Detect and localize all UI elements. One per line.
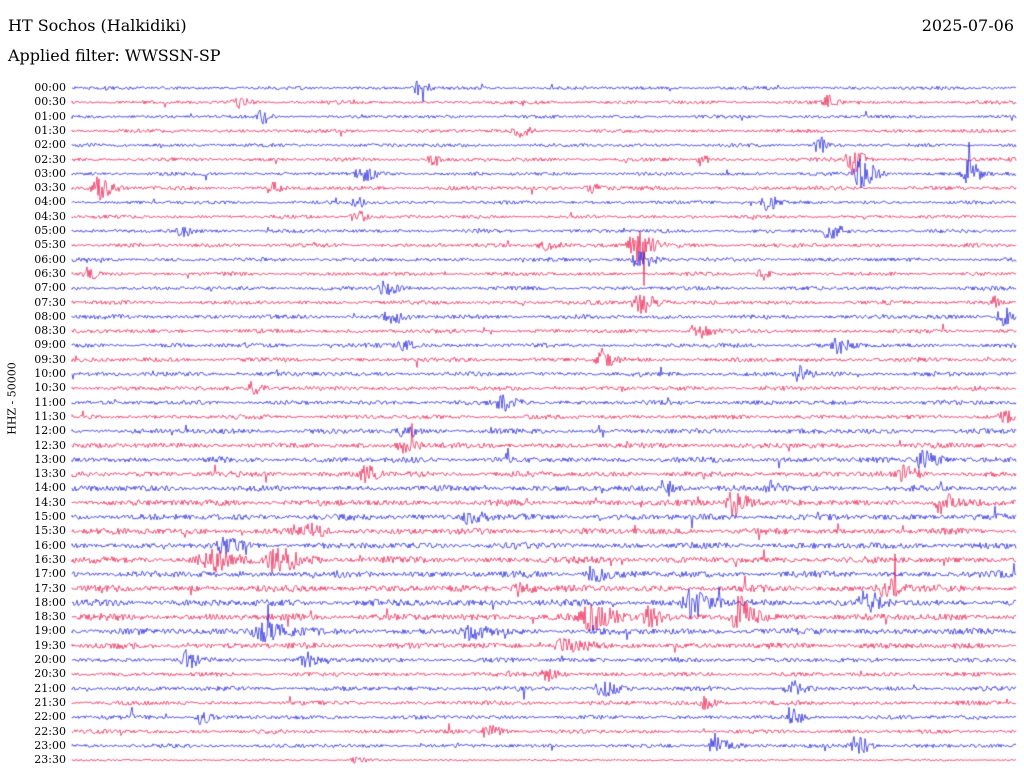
- time-label: 08:30: [34, 324, 66, 338]
- time-label: 02:30: [34, 152, 66, 166]
- time-label: 23:30: [34, 753, 66, 767]
- time-label: 16:00: [34, 538, 66, 552]
- time-label: 05:30: [34, 238, 66, 252]
- time-label: 17:30: [34, 581, 66, 595]
- time-label: 13:00: [34, 452, 66, 466]
- time-label: 08:00: [34, 309, 66, 323]
- time-label: 10:30: [34, 381, 66, 395]
- time-label: 15:00: [34, 510, 66, 523]
- time-label: 01:00: [34, 109, 66, 123]
- time-label: 21:00: [34, 681, 66, 695]
- time-label: 00:30: [34, 95, 66, 109]
- time-label: 15:30: [34, 524, 66, 538]
- time-label: 02:00: [34, 138, 66, 152]
- time-label: 14:00: [34, 481, 66, 495]
- time-label: 18:30: [34, 610, 66, 624]
- channel-scale-label: HHZ - 50000: [5, 362, 19, 435]
- time-label: 20:00: [34, 653, 66, 666]
- time-label: 19:00: [34, 624, 66, 638]
- time-label: 16:30: [34, 552, 66, 566]
- time-label: 21:30: [34, 695, 66, 709]
- time-label: 03:00: [34, 166, 66, 180]
- time-label: 00:00: [34, 81, 66, 94]
- time-label: 06:00: [34, 252, 66, 266]
- time-label: 12:30: [34, 438, 66, 452]
- time-label: 17:00: [34, 567, 66, 581]
- time-label: 03:30: [34, 181, 66, 195]
- time-label: 01:30: [34, 123, 66, 137]
- time-label: 11:00: [34, 395, 66, 409]
- time-label: 18:00: [34, 595, 66, 609]
- time-label: 12:00: [34, 424, 66, 438]
- time-label: 14:30: [34, 495, 66, 509]
- time-label: 20:30: [34, 667, 66, 681]
- filter-label: Applied filter: WWSSN-SP: [8, 46, 221, 65]
- time-label: 10:00: [34, 367, 66, 380]
- time-label: 22:30: [34, 724, 66, 738]
- time-label: 07:00: [34, 281, 66, 295]
- time-label: 19:30: [34, 638, 66, 652]
- time-label: 22:00: [34, 710, 66, 724]
- plot-date: 2025-07-06: [921, 16, 1014, 35]
- time-label: 11:30: [34, 409, 66, 423]
- time-label: 06:30: [34, 266, 66, 280]
- time-label: 04:00: [34, 195, 66, 209]
- time-label: 09:30: [34, 352, 66, 366]
- time-label: 09:00: [34, 338, 66, 352]
- time-label: 07:30: [34, 295, 66, 309]
- time-label: 23:00: [34, 738, 66, 752]
- time-label: 05:00: [34, 224, 66, 237]
- time-label: 04:30: [34, 209, 66, 223]
- station-title: HT Sochos (Halkidiki): [8, 16, 187, 35]
- time-label: 13:30: [34, 467, 66, 481]
